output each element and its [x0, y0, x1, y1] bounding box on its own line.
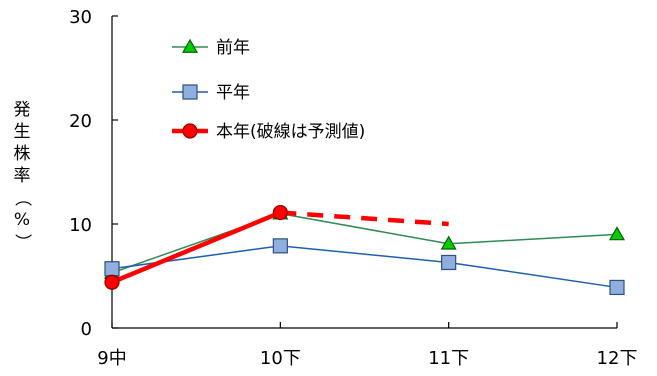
y-axis-label-char: ）	[12, 234, 32, 251]
series-line-segment	[280, 212, 449, 245]
y-axis-label-char: 発	[14, 100, 31, 120]
data-point-marker	[104, 274, 120, 290]
y-axis-label-char: %	[14, 210, 30, 230]
legend-label: 平年	[216, 83, 250, 103]
data-point-marker	[441, 254, 457, 271]
series-line-segment	[111, 210, 282, 285]
data-point-marker	[272, 238, 288, 254]
series-line-segment	[111, 245, 281, 270]
tick-labels: 0 10 20 30 9中 10下 11下 12下	[69, 7, 637, 369]
x-tick-label: 9中	[97, 348, 126, 369]
y-axis-label-char: 株	[14, 144, 31, 164]
legend-item: 本年(破線は予測値)	[172, 122, 365, 142]
y-axis-label-char: 率	[14, 166, 31, 186]
legend-item: 前年	[172, 38, 250, 58]
data-point-marker	[104, 261, 120, 277]
series-line-segment	[448, 261, 618, 289]
y-tick-label: 20	[69, 111, 92, 132]
series-line-segment	[448, 233, 618, 245]
x-tick-label: 10下	[260, 348, 301, 369]
legend-marker	[182, 123, 198, 139]
data-point-marker	[440, 235, 457, 250]
x-tick-label: 12下	[597, 348, 638, 369]
series-group	[103, 204, 626, 296]
y-axis-label-char: （	[12, 190, 32, 207]
legend-label: 本年(破線は予測値)	[216, 122, 365, 142]
legend-label: 前年	[216, 38, 250, 58]
y-tick-label: 30	[69, 7, 92, 28]
data-point-marker	[608, 226, 626, 241]
series-2	[104, 204, 449, 290]
legend-marker	[182, 84, 198, 100]
legend-marker	[181, 38, 199, 53]
y-axis-label-char: 生	[14, 122, 31, 142]
x-tick-label: 11下	[428, 348, 469, 369]
legend-item: 平年	[172, 83, 250, 103]
data-point-marker	[609, 279, 625, 296]
y-tick-label: 0	[81, 319, 92, 340]
y-tick-label: 10	[69, 215, 92, 236]
series-line-segment	[280, 245, 449, 264]
series-line-forecast-segment	[280, 210, 449, 227]
axes	[111, 15, 618, 329]
data-point-marker	[272, 204, 288, 221]
series-1	[104, 238, 625, 296]
